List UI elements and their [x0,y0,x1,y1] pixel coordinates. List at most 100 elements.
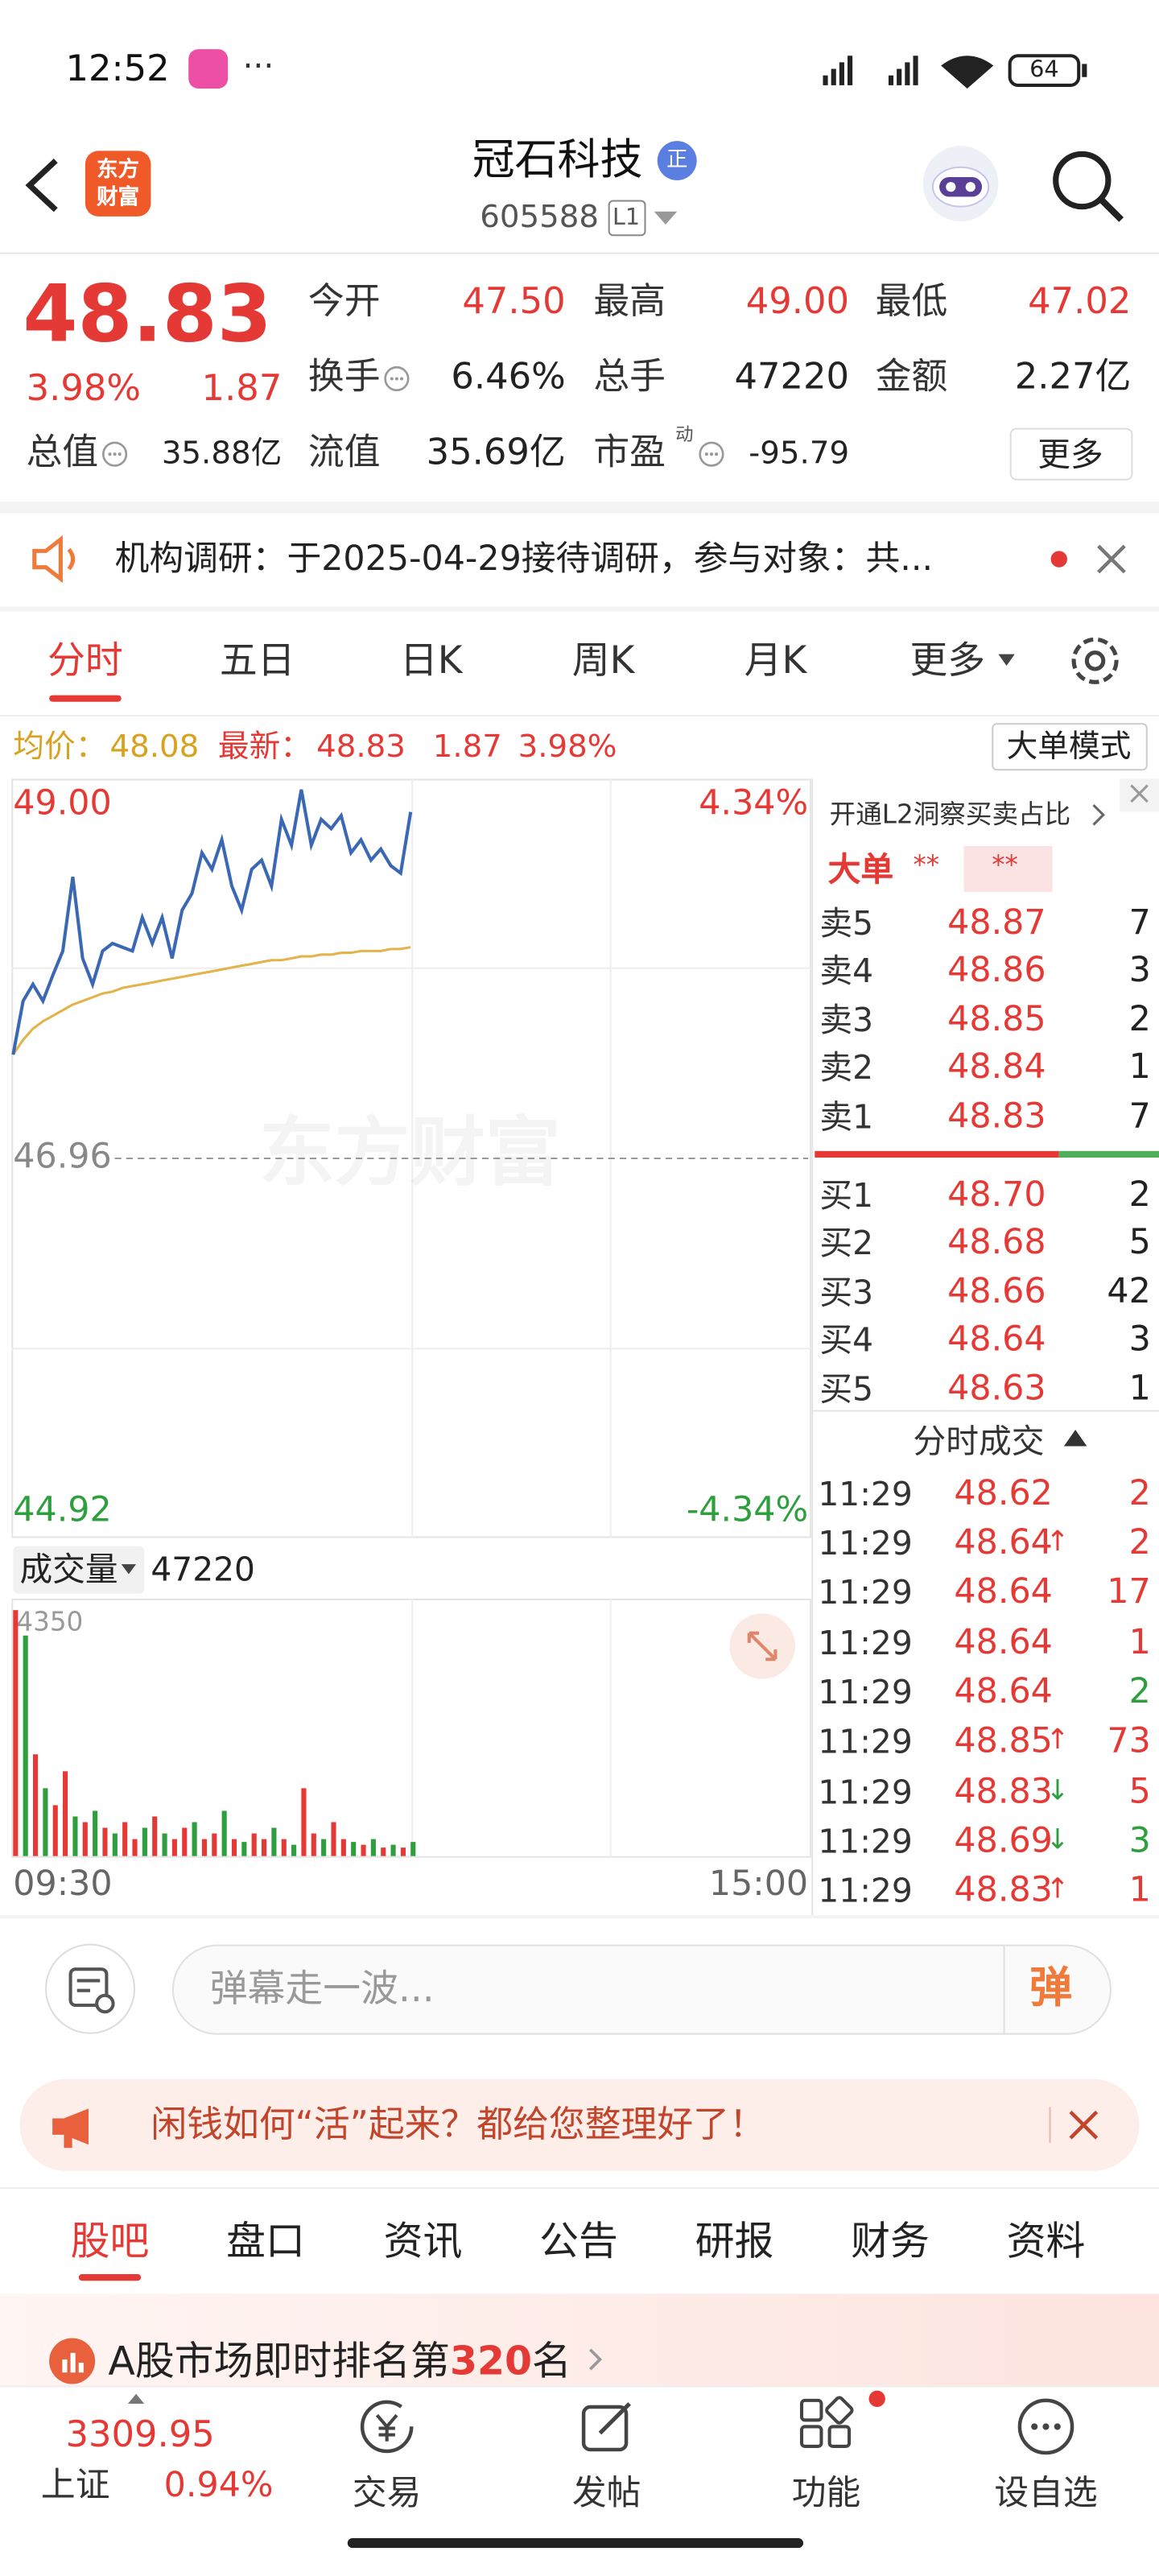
grid-h [11,967,812,969]
ad-banner[interactable] [19,2079,1140,2171]
battery [1008,54,1081,87]
ad-text[interactable]: 闲钱如何“活”起来？都给您整理好了！ [151,2105,765,2147]
book-volume: 7 [1128,902,1151,943]
nav-label[interactable]: 发帖 [571,2473,641,2513]
volume-selector[interactable] [13,1546,145,1594]
nav-icon[interactable] [357,2397,416,2456]
index-name[interactable]: 上证 [40,2465,110,2505]
danmaku-button[interactable]: 弹 [1029,1964,1073,2014]
mode-label[interactable]: 大单模式 [1006,729,1132,766]
settings-button[interactable] [1067,633,1123,688]
book-volume: 2 [1128,999,1151,1039]
danmaku-input[interactable] [171,1944,1112,2035]
trade-time: 11:29 [818,1572,913,1612]
index-percent[interactable]: 0.94% [163,2465,274,2505]
danmaku-placeholder[interactable]: 弹幕走一波... [209,1968,435,2012]
book-volume: 5 [1128,1222,1151,1262]
trade-time: 11:29 [818,1523,913,1563]
back-button[interactable] [23,158,63,213]
danmaku-settings[interactable] [44,1943,136,2035]
trade-volume: 1 [1128,1622,1151,1662]
logo-text: 财富 [97,186,140,211]
assistant-avatar[interactable] [922,144,1000,223]
book-label: 卖3 [819,1000,874,1040]
book-label: 卖4 [819,951,874,991]
battery-tip [1082,64,1087,77]
book-price: 48.83 [947,1096,1046,1136]
x-tick-label: 09:30 [13,1864,112,1904]
chart-tab[interactable]: 分时 [47,640,123,683]
notice-text[interactable]: 机构调研：于2025-04-29接待调研，参与对象：共... [114,539,934,578]
nav-label[interactable]: 功能 [791,2473,861,2513]
close-notice[interactable] [1095,543,1128,576]
section-tab[interactable]: 公告 [539,2218,618,2264]
mode-button[interactable] [992,723,1148,771]
change-amount: 1.87 [201,369,283,411]
change-percent: 3.98% [26,369,141,411]
section-tab[interactable]: 资讯 [383,2218,463,2264]
section-tab[interactable]: 股吧 [70,2218,150,2264]
field-value: 2.27亿 [1014,357,1132,398]
ranking-bar[interactable] [0,2293,1159,2386]
index-value[interactable]: 3309.95 [65,2415,215,2457]
ranking-suffix[interactable]: 名 [532,2338,571,2384]
big-order-box [963,845,1053,893]
grid-v [609,778,612,1538]
trade-volume: 3 [1128,1820,1151,1860]
nav-icon[interactable] [1017,2397,1075,2456]
book-label: 买4 [819,1319,874,1360]
nav-label[interactable]: 设自选 [994,2473,1098,2513]
trade-volume: 17 [1107,1571,1151,1612]
search-button[interactable] [1050,147,1125,223]
info-icon[interactable] [699,441,725,468]
ranking-rank[interactable]: 320 [449,2338,533,2384]
close-promo[interactable] [1129,784,1149,803]
last-price: 48.83 [23,269,272,361]
ranking-text[interactable]: A股市场即时排名第 [108,2338,450,2384]
more-label[interactable]: 更多 [1037,434,1103,474]
expand-button[interactable] [729,1613,795,1679]
section-tab[interactable]: 研报 [695,2218,774,2264]
app-icon [188,49,229,89]
nav-label[interactable]: 交易 [352,2473,422,2513]
nav-icon[interactable] [797,2396,856,2456]
chart-tab[interactable]: 月K [744,640,807,683]
book-label: 买2 [819,1223,874,1263]
book-price: 48.86 [947,950,1046,990]
big-order-value: ** [992,849,1018,881]
chart-tab[interactable]: 日K [399,640,463,683]
l2-promo[interactable]: 开通L2洞察买卖占比 [829,798,1071,830]
trades-title: 分时成交 [913,1421,1045,1461]
section-tab[interactable]: 财务 [851,2218,930,2264]
nav-icon[interactable] [577,2397,636,2456]
trade-price: 48.83 [954,1869,1053,1909]
trades-caret [1063,1430,1087,1447]
big-order-label: 大单 [827,849,894,889]
ranking-arrow [588,2348,602,2371]
book-volume: 1 [1128,1368,1151,1408]
field-label: 最低 [875,282,948,324]
chart-tab[interactable]: 五日 [219,640,295,683]
section-tab[interactable]: 盘口 [226,2218,305,2264]
chart-tab[interactable]: 周K [571,640,635,683]
more-button[interactable] [1009,427,1133,481]
divider [0,252,1159,254]
trade-arrow: ↓ [1046,1823,1070,1857]
grid-v [411,778,414,1538]
field-value: 35.69亿 [426,432,566,474]
book-volume: 3 [1128,950,1151,990]
summary-text: 均价： [13,729,107,766]
book-price: 48.85 [947,999,1046,1039]
ad-close[interactable] [1069,2110,1099,2140]
info-icon[interactable] [384,365,410,392]
chart-tab[interactable]: 更多 [909,640,986,683]
trade-price: 48.64 [954,1522,1053,1563]
trade-time: 11:29 [818,1474,913,1513]
notice-dot [1050,551,1067,568]
grid-v [609,1598,612,1858]
section-tab[interactable]: 资料 [1006,2218,1086,2264]
info-icon[interactable] [101,441,128,468]
grid-v [411,1598,414,1858]
clock: 12:52 [65,49,170,91]
book-label: 买1 [819,1175,874,1216]
